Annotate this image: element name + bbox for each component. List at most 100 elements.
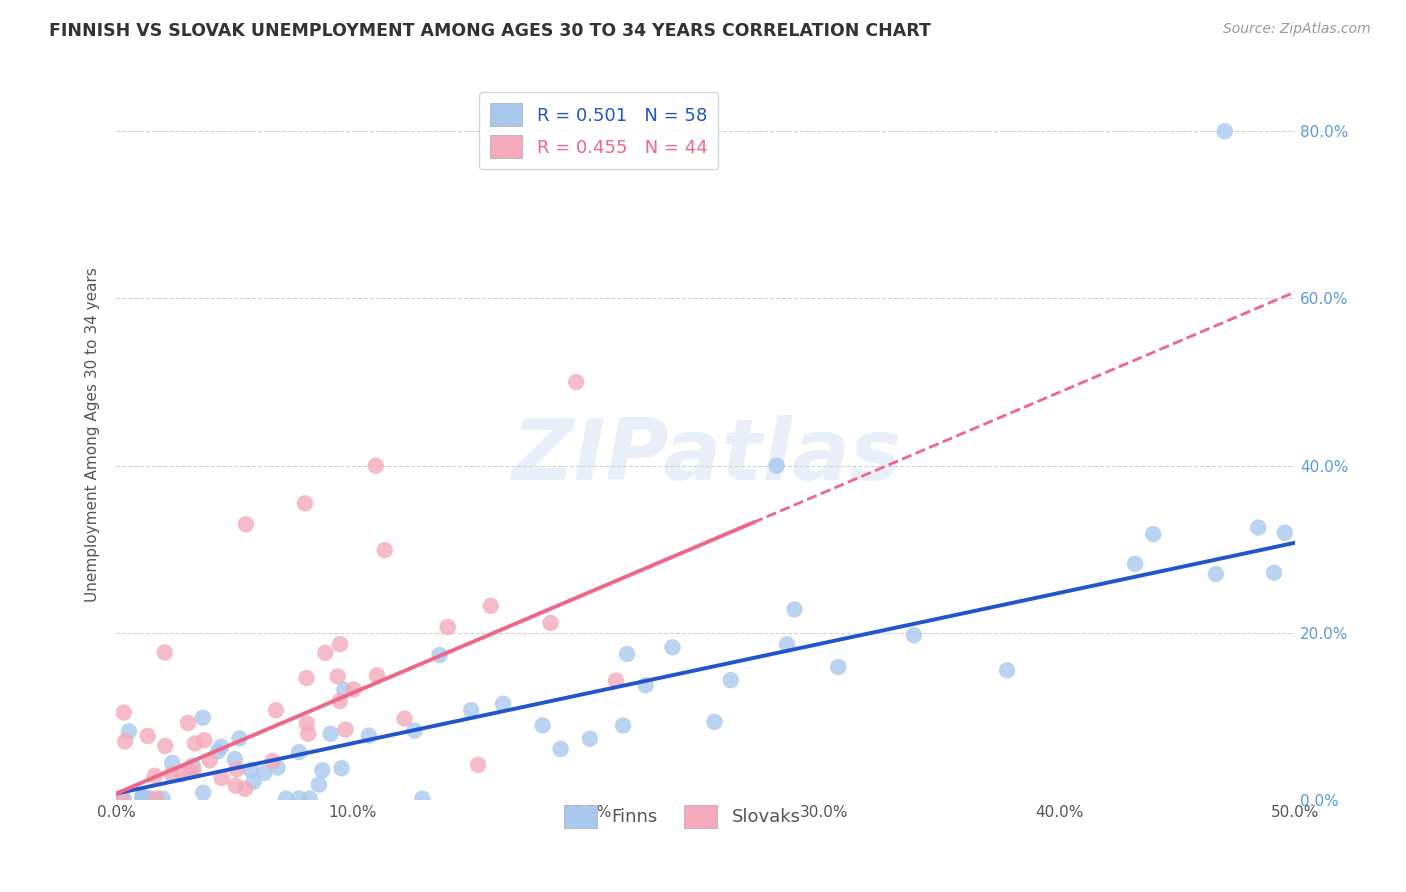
Point [374, 543, 396, 558]
Point [298, 791, 321, 805]
Point [550, 742, 572, 756]
Point [295, 671, 318, 685]
Point [225, 779, 247, 793]
Point [364, 458, 387, 473]
Point [112, 791, 135, 805]
Point [253, 766, 276, 780]
Point [703, 714, 725, 729]
Point [827, 660, 849, 674]
Point [181, 758, 204, 772]
Point [612, 718, 634, 732]
Point [135, 791, 157, 805]
Point [634, 678, 657, 692]
Point [1142, 527, 1164, 541]
Point [242, 774, 264, 789]
Point [145, 791, 167, 805]
Point [266, 761, 288, 775]
Point [720, 673, 742, 687]
Point [110, 791, 132, 805]
Point [1274, 525, 1296, 540]
Point [995, 664, 1018, 678]
Point [288, 791, 311, 805]
Point [297, 727, 319, 741]
Point [540, 615, 562, 630]
Point [193, 786, 215, 800]
Point [329, 694, 352, 708]
Text: FINNISH VS SLOVAK UNEMPLOYMENT AMONG AGES 30 TO 34 YEARS CORRELATION CHART: FINNISH VS SLOVAK UNEMPLOYMENT AMONG AGE… [49, 22, 931, 40]
Point [436, 620, 458, 634]
Point [131, 789, 153, 804]
Point [131, 789, 153, 804]
Point [616, 647, 638, 661]
Point [783, 602, 806, 616]
Point [114, 734, 136, 748]
Point [198, 753, 221, 767]
Point [531, 718, 554, 732]
Point [1123, 557, 1146, 571]
Point [326, 669, 349, 683]
Point [262, 754, 284, 768]
Point [330, 761, 353, 775]
Point [170, 767, 193, 781]
Point [235, 517, 257, 532]
Point [1263, 566, 1285, 580]
Point [294, 496, 316, 510]
Point [776, 637, 799, 651]
Point [342, 682, 364, 697]
Point [177, 715, 200, 730]
Point [274, 791, 297, 805]
Point [184, 736, 207, 750]
Point [209, 739, 232, 754]
Point [211, 771, 233, 785]
Point [228, 731, 250, 746]
Legend: Finns, Slovaks: Finns, Slovaks [557, 797, 807, 835]
Point [319, 727, 342, 741]
Point [288, 745, 311, 759]
Point [153, 645, 176, 659]
Point [191, 711, 214, 725]
Point [207, 744, 229, 758]
Point [112, 706, 135, 720]
Point [467, 757, 489, 772]
Point [240, 763, 263, 777]
Point [136, 729, 159, 743]
Y-axis label: Unemployment Among Ages 30 to 34 years: Unemployment Among Ages 30 to 34 years [86, 267, 100, 602]
Point [1247, 520, 1270, 534]
Point [661, 640, 683, 655]
Point [308, 778, 330, 792]
Point [1213, 124, 1236, 138]
Point [193, 733, 215, 747]
Point [460, 703, 482, 717]
Point [357, 729, 380, 743]
Point [479, 599, 502, 613]
Point [295, 716, 318, 731]
Point [404, 723, 426, 738]
Point [411, 791, 433, 805]
Point [139, 791, 162, 805]
Point [492, 697, 515, 711]
Point [264, 703, 287, 717]
Point [333, 682, 356, 697]
Point [579, 731, 602, 746]
Point [143, 769, 166, 783]
Point [565, 375, 588, 389]
Point [233, 781, 256, 796]
Text: ZIPatlas: ZIPatlas [510, 415, 901, 498]
Point [329, 637, 352, 651]
Point [335, 723, 357, 737]
Point [152, 791, 174, 805]
Point [605, 673, 627, 688]
Point [429, 648, 451, 662]
Point [765, 458, 787, 473]
Text: Source: ZipAtlas.com: Source: ZipAtlas.com [1223, 22, 1371, 37]
Point [903, 628, 925, 642]
Point [160, 767, 183, 781]
Point [225, 762, 247, 776]
Point [183, 763, 205, 777]
Point [366, 668, 388, 682]
Point [1205, 567, 1227, 582]
Point [135, 791, 157, 805]
Point [160, 756, 183, 770]
Point [394, 712, 416, 726]
Point [224, 752, 246, 766]
